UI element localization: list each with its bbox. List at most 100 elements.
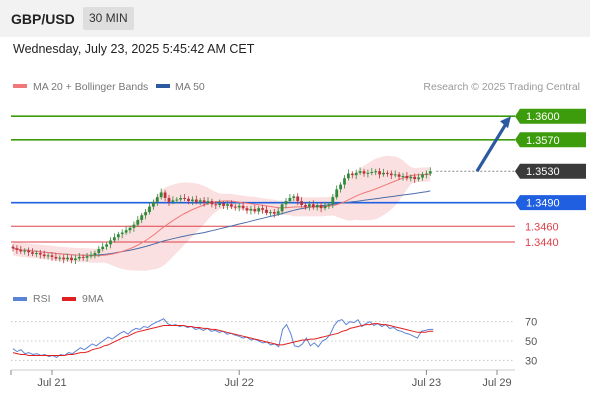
- candle: [378, 168, 381, 179]
- candle: [179, 194, 183, 204]
- candle: [272, 208, 276, 218]
- level-tag-1.3530: [515, 163, 586, 179]
- chart-timestamp: Wednesday, July 23, 2025 5:45:42 AM CET: [13, 42, 255, 56]
- level-label-1.3460: 1.3460: [525, 221, 559, 233]
- candle: [163, 190, 167, 202]
- candle: [382, 168, 385, 177]
- level-tag-1.3490: [515, 195, 586, 211]
- candle: [70, 255, 73, 264]
- candle: [354, 169, 358, 180]
- candle: [105, 241, 108, 250]
- x-tick-label: Jul 22: [225, 377, 254, 389]
- candle: [74, 255, 77, 264]
- candle: [358, 167, 362, 176]
- candle: [66, 253, 69, 262]
- candle: [62, 254, 66, 264]
- candle: [42, 250, 46, 259]
- candle: [288, 194, 292, 204]
- candle: [175, 197, 179, 204]
- forecast-arrow: [475, 116, 511, 173]
- candle: [132, 221, 136, 232]
- candle: [11, 244, 15, 252]
- candle: [136, 216, 140, 228]
- candle: [397, 172, 401, 180]
- candle: [183, 194, 186, 202]
- candle: [350, 171, 354, 179]
- candle: [214, 201, 218, 209]
- candle: [144, 208, 147, 220]
- level-label-1.3570: 1.3570: [526, 135, 560, 147]
- level-label-1.3530: 1.3530: [526, 166, 560, 178]
- candle: [152, 199, 155, 210]
- candle: [280, 201, 284, 215]
- candle: [187, 196, 190, 205]
- x-tick-label: Jul 23: [412, 377, 441, 389]
- candle: [284, 197, 288, 209]
- ma20-line: [12, 173, 431, 257]
- candle: [417, 173, 420, 182]
- candle: [46, 252, 50, 260]
- candle: [366, 169, 370, 178]
- legend-label-9ma: 9MA: [82, 293, 104, 305]
- candle: [362, 168, 366, 177]
- timeframe-button[interactable]: 30 MIN: [83, 7, 134, 30]
- candle: [347, 169, 350, 181]
- candle: [54, 252, 58, 261]
- candle: [257, 205, 261, 215]
- candle: [261, 205, 264, 214]
- rsi-grid: 70 50 30: [11, 317, 537, 367]
- candle: [27, 247, 30, 257]
- candle: [159, 188, 163, 200]
- candle: [167, 194, 171, 206]
- candle: [81, 254, 85, 261]
- rsi-legend: RSI 9MA: [13, 293, 104, 305]
- rsi-tick-30: 30: [525, 355, 537, 367]
- candle: [393, 170, 397, 178]
- x-tick-label: Jul 29: [482, 377, 511, 389]
- candle: [58, 255, 62, 262]
- rsi-lines: [12, 318, 434, 358]
- candle: [194, 195, 198, 205]
- candle: [222, 201, 225, 209]
- candle: [300, 197, 303, 208]
- candle: [97, 245, 101, 257]
- time-axis: Jul 21 Jul 22 Jul 23 Jul 29: [10, 369, 515, 389]
- symbol-title: GBP/USD: [11, 11, 75, 27]
- candle: [15, 245, 19, 254]
- candle: [308, 201, 311, 211]
- candle: [230, 200, 233, 209]
- candle: [241, 201, 245, 211]
- candle: [245, 205, 249, 214]
- level-labels: 1.3600 1.3570 1.3530 1.3490 1.3460 1.3440: [515, 108, 586, 249]
- level-label-1.3440: 1.3440: [525, 237, 559, 249]
- candle: [226, 201, 229, 210]
- candle: [269, 209, 272, 217]
- legend-label-ma50: MA 50: [175, 81, 205, 93]
- rsi-tick-70: 70: [525, 317, 537, 329]
- candle: [89, 251, 93, 259]
- candle: [389, 170, 393, 180]
- legend-swatch-9ma: [62, 297, 76, 301]
- candle: [155, 194, 159, 206]
- header-bar: GBP/USD 30 MIN: [0, 0, 590, 37]
- candle: [50, 252, 54, 261]
- candle: [93, 250, 97, 259]
- candle: [413, 173, 417, 184]
- candle: [425, 170, 428, 179]
- candle: [148, 202, 151, 215]
- candle: [19, 245, 23, 254]
- legend-swatch-rsi: [13, 297, 27, 301]
- rsi-ma-polyline: [12, 323, 434, 356]
- candle: [331, 194, 335, 209]
- candle: [292, 194, 296, 202]
- candle: [171, 196, 175, 205]
- candle: [315, 202, 319, 211]
- candles: [11, 167, 432, 264]
- candle: [210, 198, 214, 208]
- candle: [311, 200, 315, 210]
- rsi-tick-50: 50: [525, 336, 537, 348]
- candle: [233, 204, 237, 211]
- candle: [198, 197, 202, 206]
- candle: [23, 248, 27, 255]
